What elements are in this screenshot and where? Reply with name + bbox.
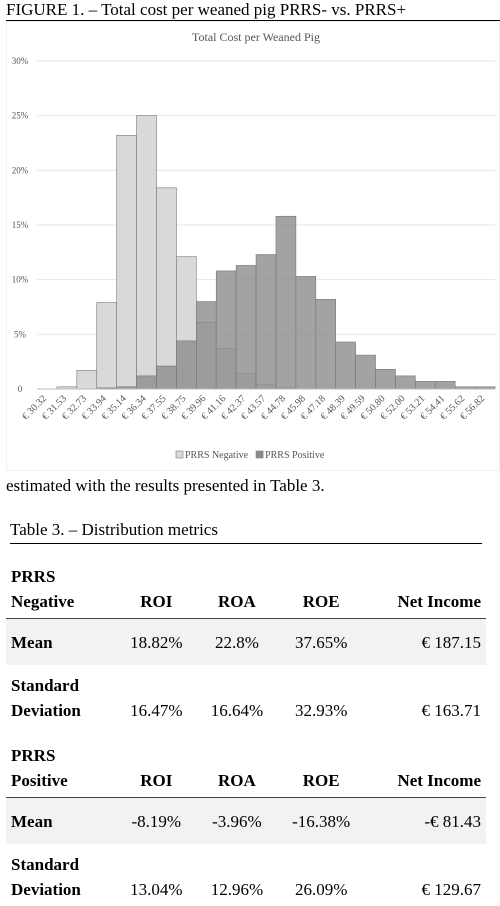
table-cell: ROA xyxy=(196,727,278,798)
chart-frame xyxy=(6,21,500,471)
table-cell: ROI xyxy=(116,727,197,798)
bar xyxy=(156,365,177,390)
table-cell: -3.96% xyxy=(196,797,278,844)
table-cell: € 163.71 xyxy=(421,701,482,720)
bar xyxy=(255,254,277,390)
table-cell: -8.19% xyxy=(116,797,197,844)
table: PRRS Negative ROI ROA ROE Net Income Mean 18.8… xyxy=(6,548,486,906)
table-cell: 16.64% xyxy=(210,701,264,720)
bar xyxy=(395,375,416,390)
table-cell: PRRS Positive xyxy=(6,727,116,798)
table-cell: ROE xyxy=(277,727,366,798)
body-text: estimated with the results presented in … xyxy=(6,476,325,495)
bar xyxy=(96,302,117,390)
bar xyxy=(176,340,197,390)
table-row: Standard Deviation 16.47% 16.64% 32.93% € 16… xyxy=(6,665,486,727)
table-cell: 37.65% xyxy=(277,618,366,665)
y-tick-label: 0 xyxy=(18,384,23,394)
table-cell: ROI xyxy=(116,548,197,619)
table-row: PRRS Positive ROI ROA ROE Net Income xyxy=(6,727,486,798)
table-cell: € 187.15 xyxy=(365,618,486,665)
table-cell: Net Income xyxy=(365,727,486,798)
y-tick-label: 20% xyxy=(12,165,29,175)
bar xyxy=(415,381,436,390)
table-cell: 32.93% xyxy=(294,701,348,720)
y-tick-label: 10% xyxy=(12,275,29,285)
legend-label: PRRS Positive xyxy=(265,450,325,461)
bar xyxy=(335,341,356,390)
table-cell: Mean xyxy=(6,618,116,665)
y-tick-label: 15% xyxy=(12,220,29,230)
table-row: Mean 18.82% 22.8% 37.65% € 187.15 xyxy=(6,618,486,665)
table-row: Mean -8.19% -3.96% -16.38% -€ 81.43 xyxy=(6,797,486,844)
table-cell: PRRS Negative xyxy=(6,548,116,619)
legend-label: PRRS Negative xyxy=(185,450,249,461)
bar xyxy=(136,115,157,390)
table-row: Standard Deviation 13.04% 12.96% 26.09% € 12… xyxy=(6,844,486,906)
chart: Total Cost per Weaned Pig 0 5% 10% 15% 20% 25… xyxy=(6,21,500,471)
bar xyxy=(156,187,177,390)
legend-swatch xyxy=(175,450,184,459)
bar xyxy=(295,276,317,390)
bar xyxy=(375,369,396,390)
table-cell: 16.47% xyxy=(130,701,183,720)
table-cell: Standard Deviation xyxy=(11,855,81,899)
figure-caption: FIGURE 1. – Total cost per weaned pig PR… xyxy=(6,0,500,21)
table-cell: 13.04% xyxy=(130,880,183,899)
table-cell: ROA xyxy=(196,548,278,619)
legend-swatch xyxy=(255,450,264,459)
table-cell: € 129.67 xyxy=(421,880,482,899)
chart-title: Total Cost per Weaned Pig xyxy=(192,30,320,44)
table-title: Table 3. – Distribution metrics xyxy=(10,520,482,544)
table-cell: ROE xyxy=(277,548,366,619)
bar xyxy=(235,265,257,390)
table-cell: Mean xyxy=(6,797,116,844)
y-tick-label: 5% xyxy=(14,329,27,339)
table-row: PRRS Negative ROI ROA ROE Net Income xyxy=(6,548,486,619)
table-cell: 18.82% xyxy=(116,618,197,665)
bar xyxy=(275,215,297,390)
bar xyxy=(76,370,98,390)
table-cell: 22.8% xyxy=(196,618,278,665)
table-cell: -16.38% xyxy=(277,797,366,844)
bar xyxy=(116,135,137,390)
table-cell: 26.09% xyxy=(294,880,348,899)
table-cell: Standard Deviation xyxy=(11,676,81,720)
y-tick-label: 30% xyxy=(12,56,29,66)
bar xyxy=(355,354,376,390)
y-tick-label: 25% xyxy=(12,111,29,121)
table-cell: -€ 81.43 xyxy=(365,797,486,844)
bar xyxy=(434,381,456,390)
table-cell: 12.96% xyxy=(210,880,264,899)
bar xyxy=(215,270,237,390)
bar xyxy=(315,299,336,390)
bar xyxy=(136,375,157,390)
bar xyxy=(196,301,217,390)
table-cell: Net Income xyxy=(365,548,486,619)
